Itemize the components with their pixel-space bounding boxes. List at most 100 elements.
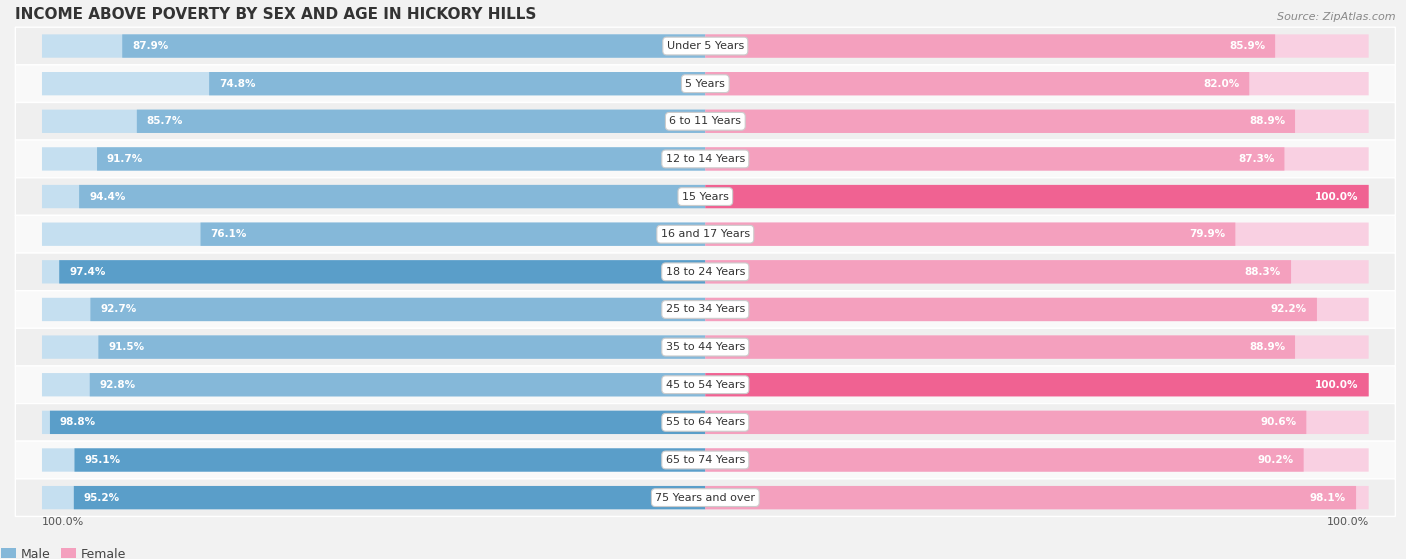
FancyBboxPatch shape <box>42 34 706 58</box>
FancyBboxPatch shape <box>90 298 706 321</box>
Text: 82.0%: 82.0% <box>1204 79 1239 89</box>
FancyBboxPatch shape <box>201 222 706 246</box>
FancyBboxPatch shape <box>42 448 706 472</box>
FancyBboxPatch shape <box>706 147 1368 170</box>
FancyBboxPatch shape <box>209 72 706 96</box>
Text: 87.3%: 87.3% <box>1239 154 1274 164</box>
FancyBboxPatch shape <box>15 140 1395 178</box>
Text: 92.8%: 92.8% <box>100 380 136 390</box>
FancyBboxPatch shape <box>706 335 1295 359</box>
FancyBboxPatch shape <box>706 448 1368 472</box>
FancyBboxPatch shape <box>15 215 1395 253</box>
Text: Source: ZipAtlas.com: Source: ZipAtlas.com <box>1277 12 1395 22</box>
FancyBboxPatch shape <box>42 298 706 321</box>
Text: 97.4%: 97.4% <box>69 267 105 277</box>
Text: 90.6%: 90.6% <box>1260 418 1296 428</box>
Text: 85.9%: 85.9% <box>1229 41 1265 51</box>
FancyBboxPatch shape <box>706 72 1368 96</box>
Text: 87.9%: 87.9% <box>132 41 169 51</box>
FancyBboxPatch shape <box>136 110 706 133</box>
FancyBboxPatch shape <box>706 335 1368 359</box>
Text: 90.2%: 90.2% <box>1257 455 1294 465</box>
Text: 98.1%: 98.1% <box>1310 492 1346 503</box>
Text: 88.9%: 88.9% <box>1249 116 1285 126</box>
FancyBboxPatch shape <box>42 72 706 96</box>
FancyBboxPatch shape <box>42 335 706 359</box>
FancyBboxPatch shape <box>42 260 706 283</box>
FancyBboxPatch shape <box>706 260 1291 283</box>
Text: 12 to 14 Years: 12 to 14 Years <box>665 154 745 164</box>
Text: 91.7%: 91.7% <box>107 154 143 164</box>
FancyBboxPatch shape <box>59 260 706 283</box>
FancyBboxPatch shape <box>15 441 1395 479</box>
FancyBboxPatch shape <box>706 72 1250 96</box>
Text: 5 Years: 5 Years <box>685 79 725 89</box>
Text: 85.7%: 85.7% <box>146 116 183 126</box>
Text: 45 to 54 Years: 45 to 54 Years <box>665 380 745 390</box>
Text: 15 Years: 15 Years <box>682 192 728 202</box>
FancyBboxPatch shape <box>706 110 1295 133</box>
Text: 6 to 11 Years: 6 to 11 Years <box>669 116 741 126</box>
Text: 35 to 44 Years: 35 to 44 Years <box>665 342 745 352</box>
FancyBboxPatch shape <box>15 65 1395 102</box>
FancyBboxPatch shape <box>15 404 1395 441</box>
FancyBboxPatch shape <box>706 486 1368 509</box>
FancyBboxPatch shape <box>706 34 1368 58</box>
Text: Under 5 Years: Under 5 Years <box>666 41 744 51</box>
Text: 91.5%: 91.5% <box>108 342 145 352</box>
Text: 100.0%: 100.0% <box>1315 192 1358 202</box>
FancyBboxPatch shape <box>75 486 706 509</box>
FancyBboxPatch shape <box>15 479 1395 517</box>
FancyBboxPatch shape <box>706 373 1368 396</box>
FancyBboxPatch shape <box>79 185 706 209</box>
FancyBboxPatch shape <box>706 222 1368 246</box>
Text: 92.7%: 92.7% <box>100 305 136 315</box>
FancyBboxPatch shape <box>15 291 1395 328</box>
Text: 95.1%: 95.1% <box>84 455 121 465</box>
FancyBboxPatch shape <box>15 328 1395 366</box>
FancyBboxPatch shape <box>15 366 1395 404</box>
FancyBboxPatch shape <box>42 411 706 434</box>
Text: 100.0%: 100.0% <box>1326 517 1368 527</box>
FancyBboxPatch shape <box>42 185 706 209</box>
FancyBboxPatch shape <box>706 110 1368 133</box>
Text: INCOME ABOVE POVERTY BY SEX AND AGE IN HICKORY HILLS: INCOME ABOVE POVERTY BY SEX AND AGE IN H… <box>15 7 537 22</box>
FancyBboxPatch shape <box>15 178 1395 215</box>
FancyBboxPatch shape <box>706 34 1275 58</box>
Text: 75 Years and over: 75 Years and over <box>655 492 755 503</box>
FancyBboxPatch shape <box>90 373 706 396</box>
Text: 74.8%: 74.8% <box>219 79 256 89</box>
FancyBboxPatch shape <box>51 411 706 434</box>
FancyBboxPatch shape <box>15 102 1395 140</box>
FancyBboxPatch shape <box>42 222 706 246</box>
Text: 25 to 34 Years: 25 to 34 Years <box>665 305 745 315</box>
FancyBboxPatch shape <box>706 222 1236 246</box>
FancyBboxPatch shape <box>706 260 1368 283</box>
FancyBboxPatch shape <box>15 27 1395 65</box>
Text: 65 to 74 Years: 65 to 74 Years <box>665 455 745 465</box>
Text: 76.1%: 76.1% <box>211 229 247 239</box>
FancyBboxPatch shape <box>706 411 1368 434</box>
Text: 88.3%: 88.3% <box>1244 267 1281 277</box>
FancyBboxPatch shape <box>706 298 1317 321</box>
Text: 88.9%: 88.9% <box>1249 342 1285 352</box>
FancyBboxPatch shape <box>15 253 1395 291</box>
FancyBboxPatch shape <box>75 448 706 472</box>
FancyBboxPatch shape <box>706 411 1306 434</box>
FancyBboxPatch shape <box>42 110 706 133</box>
Text: 100.0%: 100.0% <box>42 517 84 527</box>
FancyBboxPatch shape <box>706 185 1368 209</box>
FancyBboxPatch shape <box>97 147 706 170</box>
FancyBboxPatch shape <box>42 373 706 396</box>
Text: 92.2%: 92.2% <box>1271 305 1308 315</box>
Text: 100.0%: 100.0% <box>1315 380 1358 390</box>
Text: 94.4%: 94.4% <box>89 192 125 202</box>
Text: 55 to 64 Years: 55 to 64 Years <box>666 418 745 428</box>
Text: 16 and 17 Years: 16 and 17 Years <box>661 229 749 239</box>
Text: 98.8%: 98.8% <box>60 418 96 428</box>
FancyBboxPatch shape <box>122 34 706 58</box>
FancyBboxPatch shape <box>706 185 1368 209</box>
FancyBboxPatch shape <box>706 373 1368 396</box>
FancyBboxPatch shape <box>42 147 706 170</box>
Text: 95.2%: 95.2% <box>84 492 120 503</box>
